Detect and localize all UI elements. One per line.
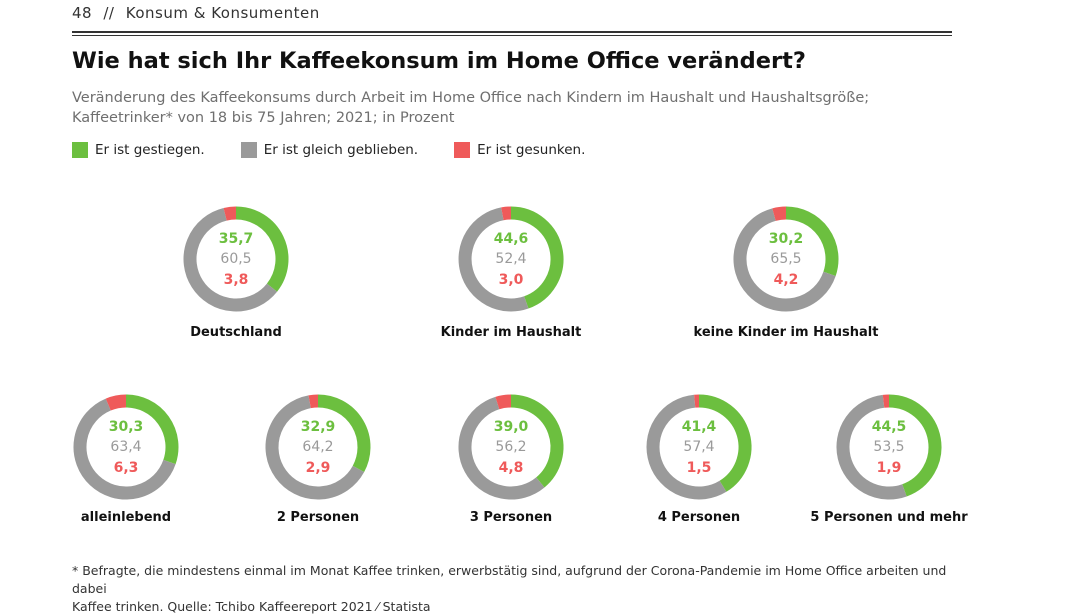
donut-chart: 30,2 65,5 4,2 keine Kinder im Haushalt xyxy=(694,213,879,340)
value-label-gesunken: 2,9 xyxy=(306,460,331,476)
value-label-gleich: 56,2 xyxy=(495,439,526,455)
value-label-gestiegen: 39,0 xyxy=(494,419,529,435)
category-label: 5 Personen und mehr xyxy=(810,510,968,525)
category-label: keine Kinder im Haushalt xyxy=(694,325,879,340)
value-label-gesunken: 4,2 xyxy=(774,272,799,288)
donut-chart: 30,3 63,4 6,3 alleinlebend xyxy=(80,401,172,525)
value-label-gleich: 60,5 xyxy=(220,251,251,267)
donut-chart: 44,5 53,5 1,9 5 Personen und mehr xyxy=(810,401,968,525)
value-label-gesunken: 1,5 xyxy=(687,460,712,476)
value-label-gleich: 57,4 xyxy=(683,439,714,455)
donut-charts: 35,7 60,5 3,8 Deutschland 44,6 52,4 3,0 Kinder … xyxy=(0,0,1070,602)
donut-chart: 39,0 56,2 4,8 3 Personen xyxy=(465,401,557,525)
value-label-gleich: 63,4 xyxy=(110,439,141,455)
category-label: 4 Personen xyxy=(658,510,740,525)
value-label-gestiegen: 35,7 xyxy=(219,231,254,247)
donut-segment-gesunken xyxy=(310,401,318,402)
value-label-gleich: 52,4 xyxy=(495,251,526,267)
value-label-gestiegen: 30,3 xyxy=(109,419,144,435)
donut-segment-gesunken xyxy=(774,213,786,215)
category-label: 3 Personen xyxy=(470,510,552,525)
category-label: 2 Personen xyxy=(277,510,359,525)
donut-segment-gesunken xyxy=(497,401,511,403)
donut-chart: 32,9 64,2 2,9 2 Personen xyxy=(272,401,364,525)
value-label-gesunken: 1,9 xyxy=(877,460,902,476)
value-label-gleich: 53,5 xyxy=(873,439,904,455)
value-label-gesunken: 3,8 xyxy=(224,272,249,288)
donut-segment-gesunken xyxy=(502,213,511,214)
donut-chart: 44,6 52,4 3,0 Kinder im Haushalt xyxy=(441,213,582,340)
donut-segment-gesunken xyxy=(225,213,236,214)
category-label: Deutschland xyxy=(190,325,282,340)
donut-chart: 41,4 57,4 1,5 4 Personen xyxy=(653,401,745,525)
value-label-gestiegen: 41,4 xyxy=(682,419,717,435)
footnote-line-1: * Befragte, die mindestens einmal im Mon… xyxy=(72,562,972,598)
value-label-gesunken: 6,3 xyxy=(114,460,139,476)
value-label-gestiegen: 30,2 xyxy=(769,231,804,247)
value-label-gesunken: 3,0 xyxy=(499,272,524,288)
value-label-gleich: 64,2 xyxy=(302,439,333,455)
donut-segment-gesunken xyxy=(108,401,126,405)
value-label-gesunken: 4,8 xyxy=(499,460,524,476)
value-label-gestiegen: 32,9 xyxy=(301,419,336,435)
category-label: alleinlebend xyxy=(81,510,171,525)
donut-chart: 35,7 60,5 3,8 Deutschland xyxy=(190,213,282,340)
footnote-line-2: Kaffee trinken. Quelle: Tchibo Kaffeerep… xyxy=(72,598,972,616)
footnote: * Befragte, die mindestens einmal im Mon… xyxy=(72,562,972,616)
category-label: Kinder im Haushalt xyxy=(441,325,582,340)
value-label-gestiegen: 44,6 xyxy=(494,231,529,247)
value-label-gestiegen: 44,5 xyxy=(872,419,907,435)
value-label-gleich: 65,5 xyxy=(770,251,801,267)
